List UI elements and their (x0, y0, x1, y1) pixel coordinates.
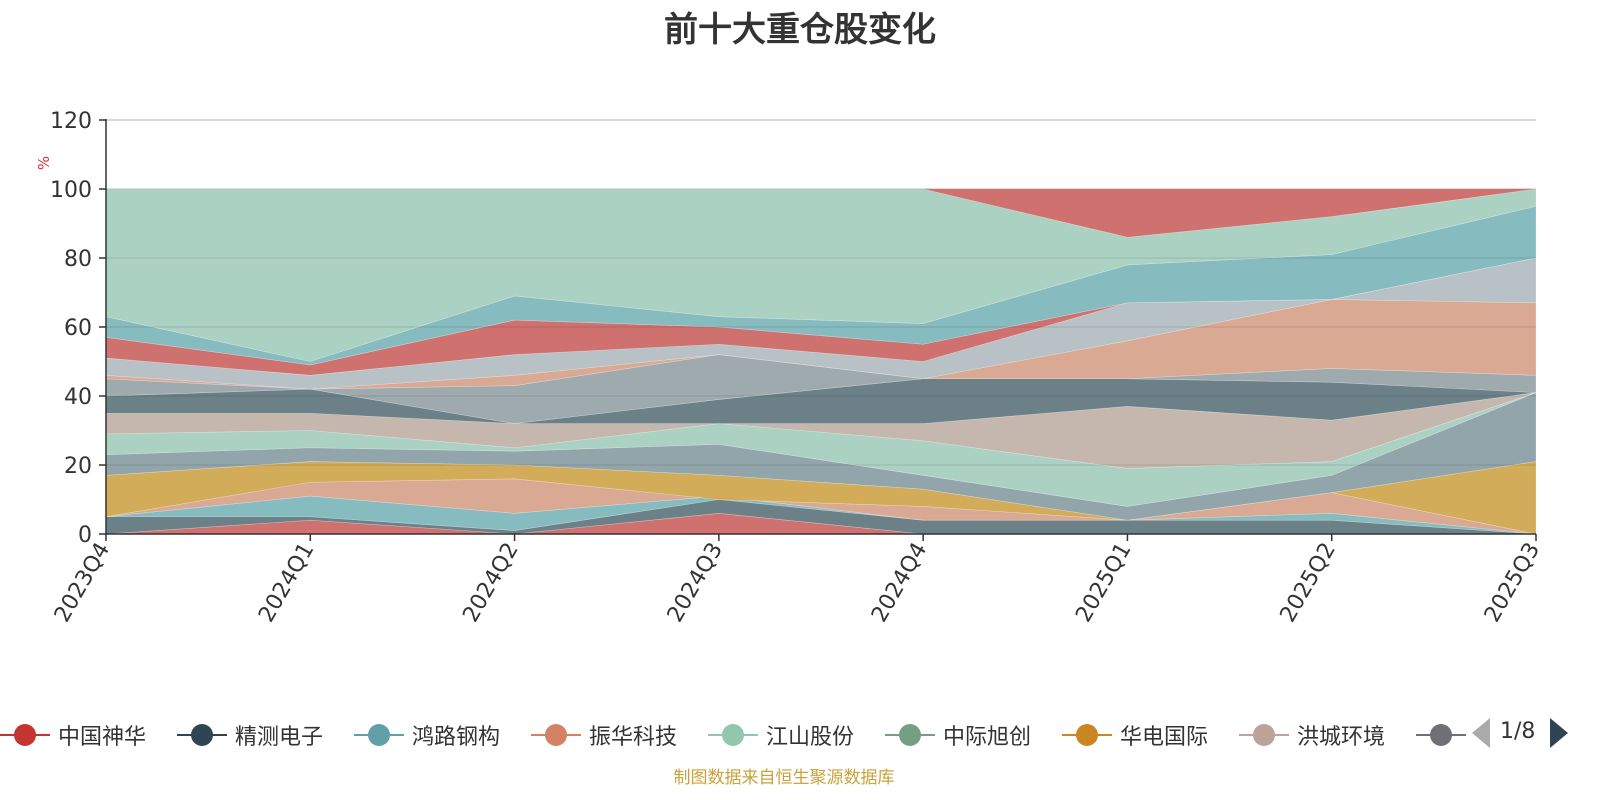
legend-page-number: 1/8 (1500, 719, 1536, 744)
legend-dot (722, 724, 744, 746)
legend-swatch (1416, 721, 1466, 749)
legend-dot (14, 724, 36, 746)
legend-label: 精测电子 (235, 725, 324, 750)
x-tick-label: 2025Q2 (1276, 539, 1341, 627)
legend-swatch (708, 721, 758, 749)
legend-item[interactable]: 中际旭创 (885, 718, 1031, 752)
legend-item[interactable]: 中国神华 (0, 718, 146, 752)
legend-item[interactable]: 华电国际 (1062, 718, 1208, 752)
area-bands (105, 119, 1537, 535)
legend-dot (191, 724, 213, 746)
legend-dot (1253, 724, 1275, 746)
area-band (105, 188, 1537, 362)
legend: 中国神华 精测电子 鸿路钢构 振华科技 江山股份 中际旭创 华电国际 洪城环境 (0, 718, 1480, 752)
legend-swatch (354, 721, 404, 749)
x-tick-label: 2025Q1 (1071, 539, 1136, 627)
area-band (105, 392, 1537, 521)
x-tick-label: 2024Q3 (663, 539, 728, 627)
y-tick-label: 0 (78, 523, 92, 548)
legend-label: 振华科技 (589, 725, 678, 750)
legend-label: 中国神华 (58, 725, 147, 750)
chart-title: 前十大重仓股变化 (664, 10, 936, 50)
x-tick-label: 2023Q4 (50, 539, 115, 627)
legend-dot (368, 724, 390, 746)
area-band (106, 188, 1537, 238)
legend-swatch (1239, 721, 1289, 749)
legend-dot (1076, 724, 1098, 746)
legend-swatch (885, 721, 935, 749)
y-tick-label: 20 (64, 454, 92, 479)
legend-label: 华电国际 (1120, 725, 1209, 750)
area-band (105, 205, 1537, 366)
y-tick-label: 40 (64, 385, 92, 410)
x-tick-label: 2024Q4 (867, 539, 932, 627)
y-tick-label: 100 (50, 178, 92, 203)
legend-item[interactable]: 鸿路钢构 (354, 718, 500, 752)
legend-item[interactable]: 洪城环境 (1239, 718, 1385, 752)
area-chart: % 0 20 40 60 80 100 120 2023Q4 2024Q1 2024Q2 2024Q… (35, 109, 1545, 627)
y-tick-label: 80 (64, 247, 92, 272)
legend-swatch (177, 721, 227, 749)
legend-pager: 1/8 (1472, 716, 1600, 752)
x-tick-label: 2025Q3 (1480, 539, 1545, 627)
legend-label: 中际旭创 (943, 725, 1032, 750)
next-page-icon[interactable] (1550, 718, 1568, 748)
prev-page-icon[interactable] (1472, 718, 1490, 748)
legend-dot (545, 724, 567, 746)
legend-item[interactable]: 江山股份 (708, 718, 854, 752)
legend-dot (899, 724, 921, 746)
legend-swatch (0, 721, 50, 749)
data-source-note: 制图数据来自恒生聚源数据库 (673, 768, 895, 788)
legend-item[interactable] (1416, 718, 1474, 752)
x-tick-label: 2024Q2 (458, 539, 523, 627)
y-axis-unit: % (35, 156, 53, 170)
legend-item[interactable]: 精测电子 (177, 718, 323, 752)
legend-label: 江山股份 (766, 725, 855, 750)
y-tick-label: 120 (50, 109, 92, 134)
x-tick-label: 2024Q1 (254, 539, 319, 627)
legend-dot (1430, 724, 1452, 746)
legend-label: 洪城环境 (1297, 725, 1386, 750)
y-tick-label: 60 (64, 316, 92, 341)
legend-swatch (1062, 721, 1112, 749)
legend-item[interactable]: 振华科技 (531, 718, 677, 752)
legend-label: 鸿路钢构 (412, 725, 501, 750)
legend-swatch (531, 721, 581, 749)
